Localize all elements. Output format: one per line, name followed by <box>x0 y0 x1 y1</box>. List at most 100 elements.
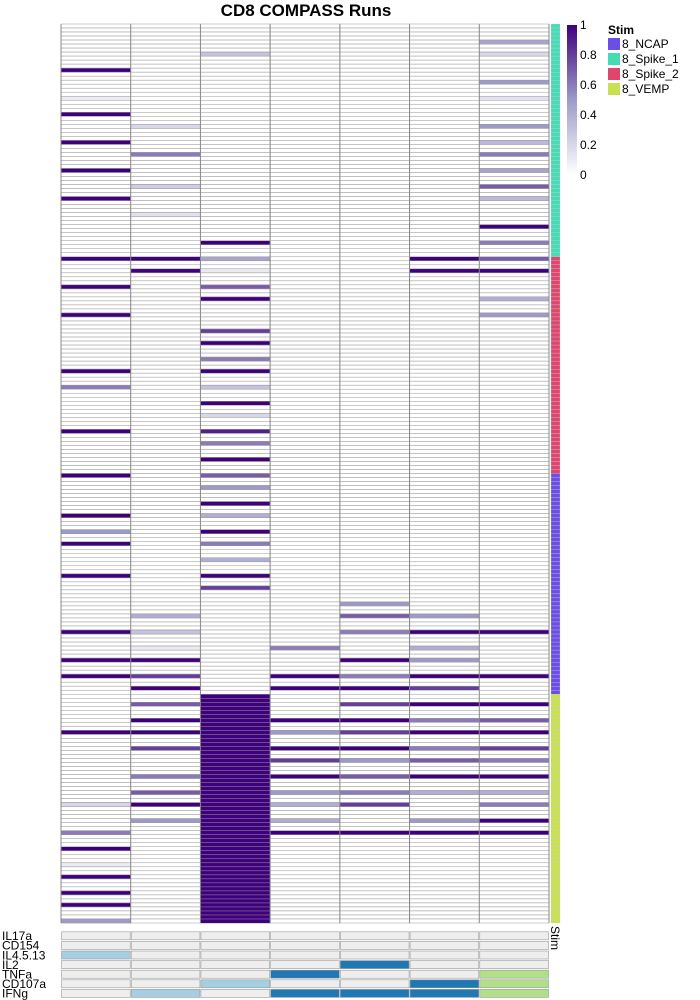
heatmap-cell <box>200 176 271 181</box>
stim-annotation-cell <box>550 212 561 217</box>
heatmap-cell <box>60 681 131 687</box>
heatmap-cell <box>130 59 201 65</box>
heatmap-cell <box>479 477 550 482</box>
heatmap-cell <box>130 429 201 434</box>
heatmap-cell <box>409 348 480 354</box>
heatmap-cell <box>409 894 480 900</box>
heatmap-cell <box>479 545 550 551</box>
heatmap-cell <box>130 433 201 438</box>
stim-annotation-cell <box>550 653 561 659</box>
heatmap-cell <box>479 565 550 571</box>
stim-annotation-cell <box>550 633 561 639</box>
heatmap-cell <box>200 168 271 173</box>
heatmap-cell-filled <box>130 702 201 707</box>
heatmap-cell <box>269 613 341 619</box>
heatmap-cell <box>339 79 410 85</box>
heatmap-cell <box>130 316 201 322</box>
heatmap-cell <box>339 75 410 81</box>
stim-annotation-cell <box>550 914 561 920</box>
heatmap-cell <box>269 184 341 189</box>
function-row-label: CD107a <box>2 977 46 991</box>
heatmap-cell-filled <box>200 573 271 579</box>
heatmap-cell <box>200 505 271 510</box>
heatmap-cell <box>269 866 341 872</box>
heatmap-cell <box>60 661 131 667</box>
stim-annotation-cell <box>550 453 561 458</box>
heatmap-cell <box>60 766 131 771</box>
heatmap-cell-filled <box>479 256 550 262</box>
stim-annotation-cell <box>550 176 561 181</box>
heatmap-cell <box>409 533 480 538</box>
heatmap-cell <box>269 465 341 470</box>
heatmap-cell <box>200 63 271 69</box>
heatmap-cell <box>409 160 480 165</box>
heatmap-cell-filled <box>479 830 550 835</box>
heatmap-cell <box>339 689 410 695</box>
heatmap-cell <box>409 360 480 366</box>
function-cell <box>340 979 410 989</box>
heatmap-cell <box>130 710 201 715</box>
stim-annotation-cell <box>550 140 561 145</box>
heatmap-cell-filled <box>60 256 131 262</box>
heatmap-cell <box>409 581 480 587</box>
heatmap-cell <box>269 63 341 69</box>
heatmap-cell <box>339 148 410 153</box>
heatmap-cell <box>479 645 550 651</box>
heatmap-cell <box>200 35 271 41</box>
heatmap-cell <box>479 806 550 811</box>
heatmap-cell <box>269 312 341 318</box>
heatmap-cell <box>269 372 341 378</box>
heatmap-cell <box>269 376 341 382</box>
heatmap-cell <box>479 469 550 474</box>
stim-annotation-cell <box>550 328 561 334</box>
heatmap-cell <box>269 545 341 551</box>
heatmap-cell-filled <box>409 830 480 835</box>
heatmap-cell <box>269 196 341 201</box>
heatmap-cell <box>269 665 341 671</box>
heatmap-cell <box>130 902 201 908</box>
heatmap-cell <box>479 762 550 767</box>
heatmap-cell <box>60 348 131 354</box>
heatmap-cell <box>130 593 201 599</box>
heatmap-cell <box>409 665 480 671</box>
heatmap-cell-filled <box>479 168 550 173</box>
heatmap-cell <box>479 641 550 647</box>
heatmap-cell <box>479 376 550 382</box>
heatmap-cell <box>409 710 480 715</box>
stim-annotation-cell <box>550 449 561 454</box>
heatmap-cell <box>269 388 341 394</box>
heatmap-cell-filled <box>479 296 550 302</box>
heatmap-cell-filled <box>479 152 550 157</box>
heatmap-cell <box>200 577 271 583</box>
heatmap-cell <box>60 585 131 591</box>
heatmap-cell <box>130 698 201 703</box>
heatmap-cell-filled <box>60 312 131 318</box>
heatmap-cell-filled <box>339 685 410 691</box>
heatmap-cell <box>479 577 550 583</box>
stim-annotation-cell <box>550 373 561 378</box>
heatmap-cell <box>60 272 131 278</box>
heatmap-cell <box>200 224 271 229</box>
heatmap-cell <box>130 453 201 458</box>
heatmap-cell <box>200 593 271 599</box>
heatmap-cell <box>269 425 341 430</box>
heatmap-cell <box>339 35 410 41</box>
heatmap-cell <box>130 665 201 671</box>
heatmap-cell-filled <box>479 79 550 85</box>
heatmap-cell <box>339 47 410 53</box>
heatmap-cell <box>269 738 341 743</box>
heatmap-cell <box>269 172 341 177</box>
heatmap-cell <box>130 31 201 37</box>
stim-annotation-cell <box>550 332 561 338</box>
stim-annotation-cell <box>550 381 561 386</box>
stim-annotation-cell <box>550 746 561 751</box>
heatmap-cell <box>409 308 480 314</box>
heatmap-cell <box>130 51 201 57</box>
heatmap-cell <box>479 340 550 346</box>
heatmap-cell <box>339 818 410 823</box>
function-cell <box>200 989 270 998</box>
heatmap-cell <box>339 649 410 655</box>
heatmap-cell <box>409 878 480 884</box>
heatmap-cell <box>409 585 480 591</box>
